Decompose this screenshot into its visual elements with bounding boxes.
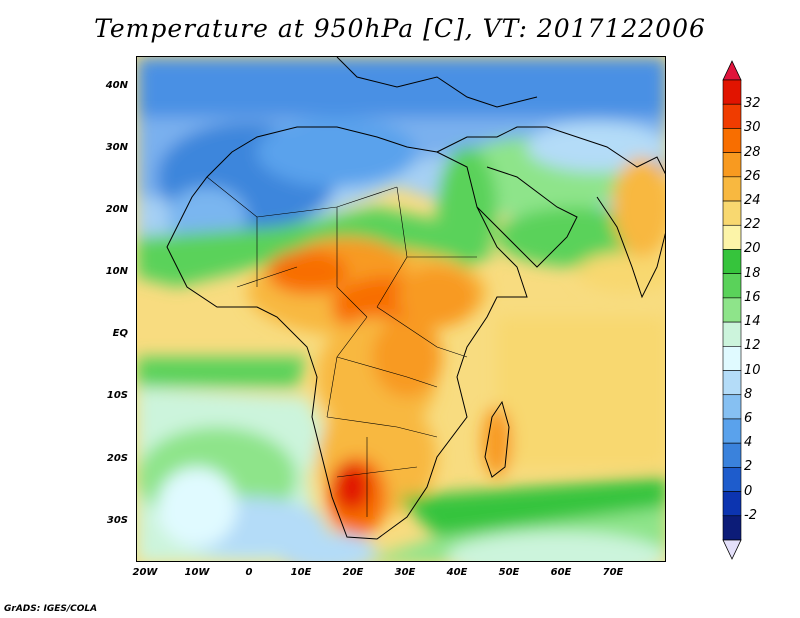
lon-label: 50E [498, 567, 520, 578]
colorbar-segment [722, 321, 742, 347]
temperature-map [136, 56, 666, 562]
colorbar-tick-label: 28 [744, 144, 761, 160]
lon-label: 10W [184, 567, 210, 578]
colorbar-tick-label: 12 [744, 338, 761, 354]
arabia-coastline [476, 166, 578, 268]
colorbar-segment [722, 152, 742, 178]
lat-label: 10S [106, 390, 128, 401]
colorbar-max-arrow [722, 60, 742, 81]
lon-label: 60E [550, 567, 572, 578]
india-coastline [596, 196, 665, 299]
lat-label: 20S [106, 453, 128, 464]
colorbar-tick-label: 14 [744, 314, 761, 330]
lat-label: 20N [105, 204, 128, 215]
colorbar [722, 60, 742, 560]
colorbar-min-arrow [722, 539, 742, 560]
colorbar-segment [722, 297, 742, 323]
colorbar-segment [722, 79, 742, 105]
colorbar-segment [722, 491, 742, 517]
lon-label: 30E [394, 567, 416, 578]
lon-label: 40E [446, 567, 468, 578]
lon-label: 20W [132, 567, 158, 578]
colorbar-segment [722, 273, 742, 299]
colorbar-tick-label: 22 [744, 217, 761, 233]
madagascar-coastline [484, 400, 510, 478]
colorbar-segment [722, 418, 742, 444]
colorbar-segment [722, 128, 742, 153]
coastlines [166, 57, 665, 540]
lon-label: 70E [602, 567, 624, 578]
lat-label: EQ [112, 328, 128, 339]
borders [206, 176, 477, 517]
colorbar-segment [722, 249, 742, 274]
colorbar-tick-label: 20 [744, 241, 761, 257]
lat-label: 10N [105, 266, 128, 277]
africa-coastline [166, 126, 528, 540]
colorbar-segment [722, 103, 742, 129]
lat-label: 30N [105, 142, 128, 153]
colorbar-tick-label: 0 [744, 483, 753, 499]
colorbar-segment [722, 200, 742, 226]
chart-title: Temperature at 950hPa [C], VT: 201712200… [94, 14, 706, 43]
colorbar-tick-label: 6 [744, 410, 753, 426]
lon-label: 10E [290, 567, 312, 578]
colorbar-segment [722, 394, 742, 420]
lat-label: 30S [106, 515, 128, 526]
lon-label: 0 [245, 567, 253, 578]
colorbar-tick-label: 8 [744, 386, 753, 402]
colorbar-tick-label: 2 [744, 459, 753, 475]
colorbar-segment [722, 467, 742, 492]
colorbar-tick-label: 18 [744, 265, 761, 281]
colorbar-segment [722, 370, 742, 396]
colorbar-tick-label: 16 [744, 289, 761, 305]
colorbar-tick-label: 4 [744, 435, 753, 451]
colorbar-tick-label: 10 [744, 362, 761, 378]
europe-coastline [336, 57, 538, 108]
colorbar-segment [722, 224, 742, 250]
colorbar-tick-label: 30 [744, 120, 761, 136]
middle-east-coast [436, 126, 665, 175]
colorbar-segment [722, 515, 742, 541]
colorbar-segment [722, 176, 742, 202]
colorbar-tick-label: 32 [744, 96, 761, 112]
grads-credit: GrADS: IGES/COLA [4, 604, 98, 614]
colorbar-segment [722, 442, 742, 468]
colorbar-segment [722, 346, 742, 371]
lat-label: 40N [105, 80, 128, 91]
temperature-field [137, 57, 665, 561]
lon-label: 20E [342, 567, 364, 578]
colorbar-tick-label: -2 [744, 507, 757, 523]
colorbar-tick-label: 26 [744, 168, 761, 184]
colorbar-tick-label: 24 [744, 193, 761, 209]
